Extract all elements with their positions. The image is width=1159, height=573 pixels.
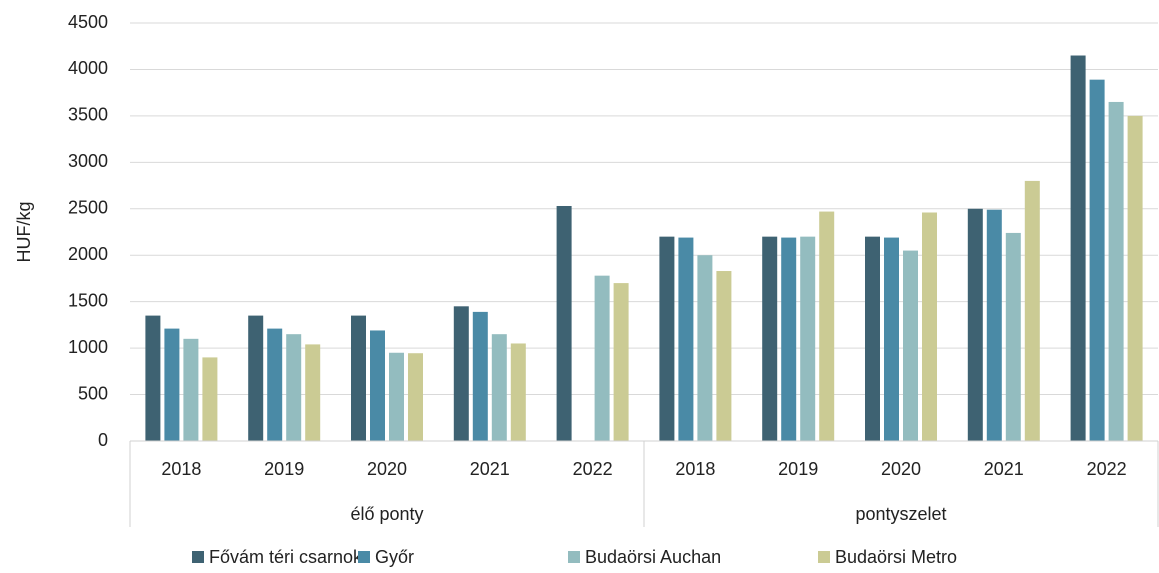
group-label: élő ponty bbox=[350, 504, 423, 524]
bar bbox=[613, 283, 629, 441]
bar bbox=[453, 306, 469, 441]
y-tick-label: 500 bbox=[78, 383, 108, 403]
y-tick-label: 3000 bbox=[68, 151, 108, 171]
bar bbox=[408, 353, 423, 441]
legend-swatch bbox=[192, 551, 204, 563]
legend-swatch bbox=[818, 551, 830, 563]
bar bbox=[164, 328, 180, 441]
bar bbox=[370, 330, 385, 441]
x-tick-label: 2020 bbox=[881, 459, 921, 479]
bar bbox=[986, 209, 1002, 441]
bar bbox=[967, 208, 983, 441]
legend-swatch bbox=[568, 551, 580, 563]
x-tick-label: 2019 bbox=[778, 459, 818, 479]
bar bbox=[510, 343, 526, 441]
y-tick-label: 4000 bbox=[68, 58, 108, 78]
bar bbox=[202, 357, 218, 441]
y-tick-label: 1000 bbox=[68, 337, 108, 357]
bar bbox=[819, 211, 835, 441]
y-tick-label: 4500 bbox=[68, 12, 108, 32]
y-tick-label: 2000 bbox=[68, 244, 108, 264]
x-tick-label: 2020 bbox=[367, 459, 407, 479]
x-tick-label: 2022 bbox=[1087, 459, 1127, 479]
x-tick-label: 2022 bbox=[573, 459, 613, 479]
bar bbox=[865, 236, 880, 441]
bar bbox=[1127, 115, 1143, 441]
x-tick-label: 2021 bbox=[984, 459, 1024, 479]
bar bbox=[1070, 55, 1086, 442]
legend-label: Budaörsi Metro bbox=[835, 547, 957, 567]
bar bbox=[267, 328, 283, 441]
y-tick-label: 3500 bbox=[68, 105, 108, 125]
bar bbox=[922, 212, 937, 441]
bar bbox=[781, 237, 797, 441]
y-axis-label: HUF/kg bbox=[14, 201, 34, 262]
x-tick-label: 2018 bbox=[675, 459, 715, 479]
bar bbox=[1024, 180, 1040, 441]
bar bbox=[286, 334, 302, 441]
x-tick-label: 2018 bbox=[161, 459, 201, 479]
bar bbox=[1089, 79, 1105, 441]
bar bbox=[716, 271, 732, 441]
bar bbox=[697, 255, 713, 441]
bar bbox=[678, 237, 694, 441]
group-label: pontyszelet bbox=[855, 504, 946, 524]
legend-swatch bbox=[358, 551, 370, 563]
bar bbox=[305, 344, 321, 441]
bar bbox=[594, 275, 610, 441]
bar bbox=[183, 338, 199, 441]
bar bbox=[1108, 101, 1124, 441]
bar bbox=[389, 352, 404, 441]
bar bbox=[556, 205, 572, 441]
legend-label: Győr bbox=[375, 547, 414, 567]
bar bbox=[800, 236, 816, 441]
y-tick-label: 0 bbox=[98, 430, 108, 450]
bar bbox=[145, 315, 161, 441]
legend-label: Budaörsi Auchan bbox=[585, 547, 721, 567]
x-tick-label: 2019 bbox=[264, 459, 304, 479]
bar bbox=[903, 250, 918, 441]
bar bbox=[659, 236, 675, 441]
y-tick-label: 1500 bbox=[68, 290, 108, 310]
x-tick-label: 2021 bbox=[470, 459, 510, 479]
bar bbox=[884, 237, 899, 441]
bar bbox=[491, 334, 507, 441]
y-tick-label: 2500 bbox=[68, 198, 108, 218]
bar bbox=[248, 315, 264, 441]
bar bbox=[762, 236, 778, 441]
legend-label: Fővám téri csarnok bbox=[209, 547, 363, 567]
bar bbox=[472, 311, 488, 441]
bar bbox=[351, 315, 366, 441]
bar bbox=[1005, 232, 1021, 441]
